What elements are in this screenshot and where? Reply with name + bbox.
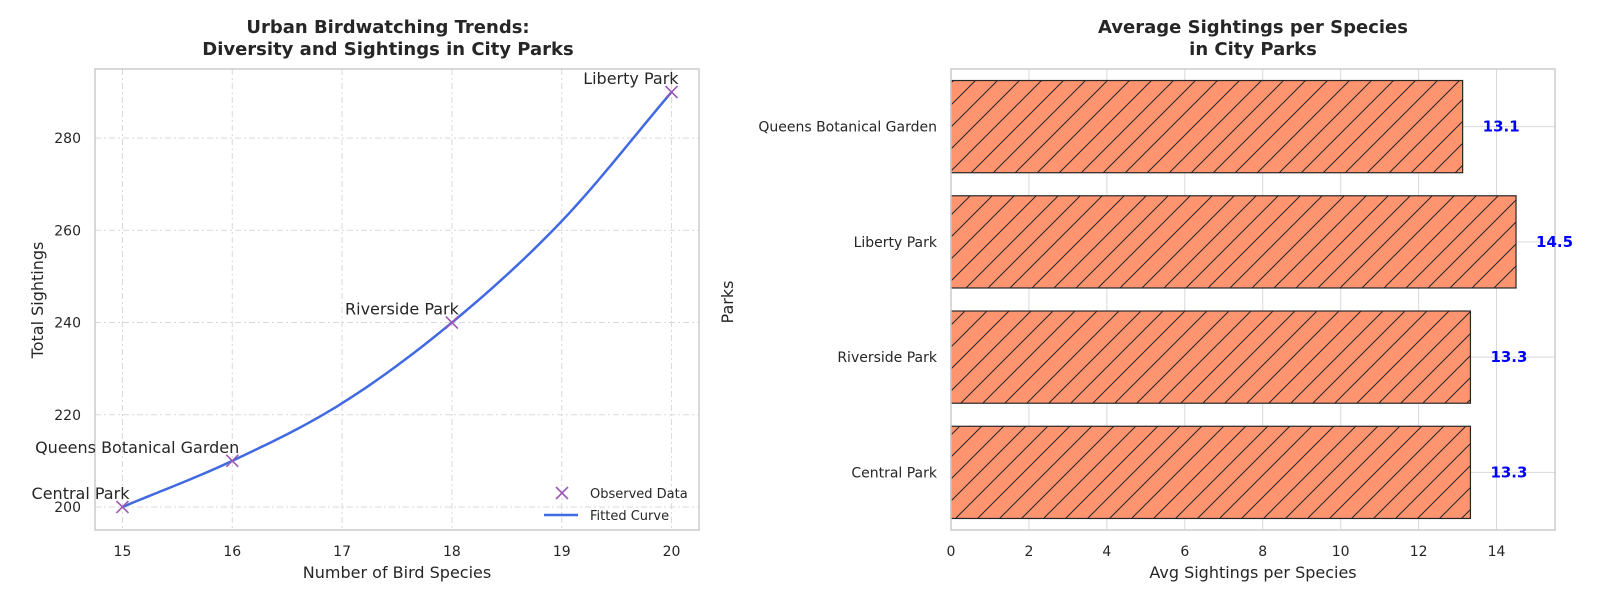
- scatter-ytick-label: 280: [54, 131, 81, 147]
- bar-ticks: 0 2 4 6 8 10 12 14 Central Park Riverside Park Lib…: [758, 120, 1505, 560]
- bar: [950, 425, 1472, 520]
- bar-xtick-label: 12: [1410, 544, 1428, 560]
- observed-points-group: [115, 85, 679, 514]
- bar-xlabel: Avg Sightings per Species: [1149, 563, 1356, 582]
- scatter-title-line2: Diversity and Sightings in City Parks: [202, 39, 573, 60]
- bar-xtick-label: 6: [1180, 544, 1189, 560]
- bar-xtick-label: 8: [1258, 544, 1267, 560]
- point-annotation-label: Central Park: [32, 484, 131, 503]
- scatter-xlabel: Number of Bird Species: [303, 563, 491, 582]
- x-marker-stroke: [555, 486, 569, 500]
- bar-value-labels: 13.3 13.3 14.5 13.1: [1483, 118, 1573, 482]
- scatter-ytick-label: 260: [54, 223, 81, 239]
- bar-xtick-label: 4: [1102, 544, 1111, 560]
- bar-title-line1: Average Sightings per Species: [1098, 17, 1408, 38]
- bar-ytick-label: Queens Botanical Garden: [758, 120, 937, 136]
- point-annotation-label: Queens Botanical Garden: [35, 438, 239, 457]
- bar-xtick-label: 10: [1332, 544, 1350, 560]
- bar-xtick-label: 2: [1024, 544, 1033, 560]
- bar-value-label: 14.5: [1536, 233, 1573, 251]
- bar-ytick-label: Riverside Park: [837, 350, 938, 366]
- scatter-xtick-label: 17: [333, 544, 351, 560]
- fitted-curve-group: [121, 91, 673, 509]
- point-annotation-label: Liberty Park: [583, 69, 679, 88]
- bar-xtick-label: 0: [947, 544, 956, 560]
- legend-label-observed: Observed Data: [590, 487, 688, 502]
- bar: [950, 310, 1472, 404]
- scatter-ytick-label: 200: [54, 500, 81, 516]
- bars-group: [950, 79, 1517, 520]
- scatter-grid: [95, 69, 699, 530]
- observed-point-marker: [115, 500, 130, 514]
- bar-value-label: 13.3: [1490, 348, 1527, 366]
- bar-chart: Average Sightings per Species in City Pa…: [718, 17, 1573, 582]
- observed-point-marker: [664, 85, 679, 99]
- bar-ytick-label: Liberty Park: [854, 235, 938, 251]
- point-annotation-label: Riverside Park: [345, 300, 460, 319]
- bar-hatch: [950, 425, 1472, 520]
- x-marker-stroke: [225, 454, 239, 468]
- bar-value-label: 13.3: [1490, 463, 1527, 481]
- bar-hatch: [950, 310, 1472, 404]
- x-marker-stroke: [115, 500, 130, 514]
- scatter-xtick-label: 18: [443, 544, 461, 560]
- point-annotations: Central Park Queens Botanical Garden River…: [32, 69, 680, 503]
- legend-label-fitted: Fitted Curve: [590, 509, 669, 524]
- scatter-xtick-label: 15: [114, 544, 132, 560]
- bar-ylabel: Parks: [718, 281, 737, 324]
- scatter-plot-frame: [94, 68, 700, 531]
- scatter-xtick-label: 16: [223, 544, 241, 560]
- scatter-ylabel: Total Sightings: [28, 242, 47, 360]
- scatter-ticks: 15 16 17 18 19 20 200 220 240 260 280: [54, 131, 680, 560]
- bar-ytick-label: Central Park: [851, 465, 938, 481]
- x-marker-stroke: [664, 85, 679, 99]
- bar: [950, 195, 1517, 289]
- scatter-chart: Urban Birdwatching Trends: Diversity and…: [28, 17, 700, 582]
- bar-title-line2: in City Parks: [1189, 39, 1317, 60]
- fitted-curve-line: [121, 91, 673, 509]
- scatter-xtick-label: 20: [663, 544, 681, 560]
- scatter-ytick-label: 220: [54, 408, 81, 424]
- scatter-xtick-label: 19: [553, 544, 571, 560]
- scatter-title-line1: Urban Birdwatching Trends:: [246, 17, 529, 38]
- bar: [950, 79, 1464, 174]
- observed-point-marker: [225, 454, 239, 468]
- bar-value-label: 13.1: [1483, 118, 1520, 136]
- x-marker-stroke: [445, 315, 459, 330]
- bar-hatch: [950, 195, 1517, 289]
- bar-xtick-label: 14: [1488, 544, 1506, 560]
- scatter-legend: Observed Data Fitted Curve: [544, 486, 688, 524]
- bar-hatch: [950, 79, 1464, 174]
- scatter-ytick-label: 240: [54, 316, 81, 332]
- observed-point-marker: [445, 315, 459, 330]
- legend-marker-observed: [555, 486, 569, 500]
- bar-plot-frame: [950, 68, 1556, 531]
